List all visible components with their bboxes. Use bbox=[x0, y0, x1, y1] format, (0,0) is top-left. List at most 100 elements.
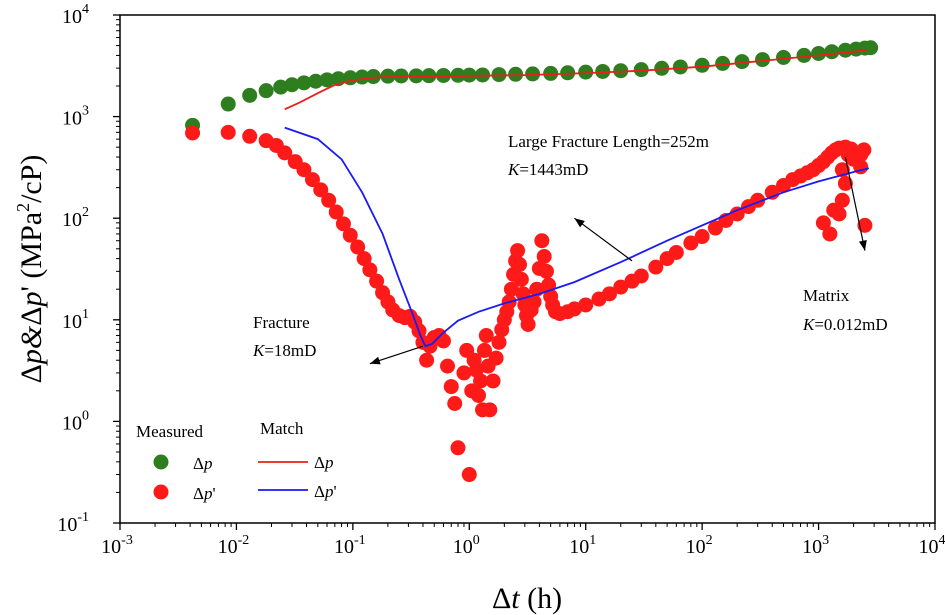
measured-dpp-point bbox=[534, 233, 550, 249]
measured-dpp-point bbox=[834, 192, 850, 208]
measured-dpp-point bbox=[513, 271, 529, 287]
y-axis-title: Δp&Δp' (MPa2/cP) bbox=[13, 155, 48, 384]
measured-dpp-point bbox=[313, 182, 329, 198]
measured-dpp-point bbox=[443, 379, 459, 395]
x-tick-label: 10-2 bbox=[218, 533, 250, 558]
measured-dpp-point bbox=[601, 286, 617, 302]
x-tick-label-base: 10 bbox=[334, 536, 354, 558]
measured-dpp-point bbox=[815, 215, 831, 231]
arrow-matrix-shaft bbox=[844, 156, 866, 251]
measured-dpp-point bbox=[510, 243, 526, 259]
measured-dp-point bbox=[284, 77, 300, 93]
arrow-large-fracture-shaft bbox=[574, 217, 633, 262]
measured-dp-point bbox=[525, 66, 541, 82]
measured-dpp-point bbox=[304, 172, 320, 188]
measured-dpp-point bbox=[482, 402, 498, 418]
measured-dpp-point bbox=[356, 251, 372, 267]
y-tick-label: 10-1 bbox=[57, 510, 89, 536]
measured-dpp-point bbox=[369, 273, 385, 289]
x-axis-title: Δt (h) bbox=[492, 582, 562, 615]
y-tick-label-base: 10 bbox=[62, 108, 82, 130]
legend-match-dp-label: Δp bbox=[314, 453, 333, 472]
measured-dp-point bbox=[258, 83, 274, 99]
legend: Measured Match Δp Δp' Δp Δp' bbox=[136, 419, 337, 503]
x-tick-label-exp: 4 bbox=[939, 533, 945, 548]
measured-dpp-point bbox=[461, 467, 477, 483]
arrow-matrix-head bbox=[858, 239, 867, 251]
y-tick-label: 102 bbox=[62, 205, 89, 231]
measured-dpp-point bbox=[633, 268, 649, 284]
measured-dpp-point bbox=[837, 175, 853, 191]
measured-dpp-point bbox=[242, 128, 258, 144]
arrow-fracture-head bbox=[369, 356, 381, 365]
legend-measured-dpp-label: Δp' bbox=[193, 484, 216, 503]
annotation-fracture: Fracture K=18mD bbox=[252, 313, 316, 360]
annotation-matrix: Matrix K=0.012mD bbox=[802, 286, 888, 334]
x-tick-label-base: 10 bbox=[218, 536, 238, 558]
y-tick-label-exp: 4 bbox=[82, 2, 89, 17]
measured-dp-point bbox=[354, 69, 370, 85]
annotation-matrix-line2: K=0.012mD bbox=[802, 315, 888, 334]
measured-dp-point bbox=[296, 75, 312, 91]
x-tick-label-exp: -1 bbox=[354, 533, 366, 548]
measured-dp-point bbox=[220, 96, 236, 112]
legend-measured-dpp-marker bbox=[153, 484, 169, 500]
measured-dp-point bbox=[365, 69, 381, 85]
measured-dpp-point bbox=[342, 227, 358, 243]
measured-dpp-point bbox=[471, 387, 487, 403]
x-tick-label: 100 bbox=[453, 533, 480, 558]
measured-dpp-point bbox=[185, 125, 201, 141]
annotation-matrix-line1: Matrix bbox=[803, 286, 850, 305]
y-tick-label-exp: 2 bbox=[82, 205, 89, 220]
measured-dpp-point bbox=[328, 204, 344, 220]
measured-dpp-point bbox=[694, 229, 710, 245]
measured-dpp-point bbox=[683, 235, 699, 251]
measured-dp-point bbox=[633, 62, 649, 78]
y-tick-label-base: 10 bbox=[62, 412, 82, 434]
measured-dpp-point bbox=[526, 294, 542, 310]
measured-dpp-point bbox=[488, 350, 504, 366]
measured-dpp-point bbox=[419, 352, 435, 368]
measured-dpp-point bbox=[473, 373, 489, 389]
measured-dpp-point bbox=[729, 206, 745, 222]
legend-match-header: Match bbox=[260, 419, 304, 438]
measured-dp-point bbox=[755, 52, 771, 68]
x-tick-label-base: 10 bbox=[101, 536, 121, 558]
plot-area bbox=[185, 40, 879, 483]
measured-dp-point bbox=[578, 64, 594, 80]
x-axis: 10-3 10-2 10-1 100 101 102 103 104 bbox=[101, 523, 945, 558]
y-tick-label: 104 bbox=[62, 2, 89, 28]
measured-dp-point bbox=[824, 44, 840, 60]
measured-dpp-point bbox=[856, 142, 872, 158]
measured-dpp-point bbox=[512, 257, 528, 273]
y-tick-label-base: 10 bbox=[62, 311, 82, 333]
measured-dpp-point bbox=[277, 145, 293, 161]
measured-dpp-point bbox=[822, 226, 838, 242]
measured-dpp-point bbox=[456, 365, 472, 381]
annotation-arrows bbox=[369, 156, 867, 365]
measured-dp-point bbox=[796, 47, 812, 63]
annotation-fracture-line1: Fracture bbox=[253, 313, 310, 332]
measured-dp-point bbox=[863, 40, 879, 56]
x-tick-label-base: 10 bbox=[802, 536, 822, 558]
measured-dpp-point bbox=[350, 239, 366, 255]
measured-dp-point bbox=[242, 87, 258, 103]
measured-dpp-point bbox=[491, 334, 507, 350]
measured-dpp-point bbox=[435, 333, 451, 349]
measured-dpp-point bbox=[613, 279, 629, 295]
measured-dp-point bbox=[319, 72, 335, 88]
x-tick-label-exp: -3 bbox=[121, 533, 133, 548]
x-tick-label: 103 bbox=[802, 533, 829, 558]
measured-dpp-point bbox=[566, 301, 582, 317]
legend-measured-header: Measured bbox=[136, 422, 204, 441]
x-tick-label-base: 10 bbox=[686, 536, 706, 558]
measured-dp-point bbox=[654, 60, 670, 76]
measured-dpp-point bbox=[485, 373, 501, 389]
x-tick-label: 10-3 bbox=[101, 533, 133, 558]
measured-dpp-point bbox=[668, 244, 684, 260]
x-tick-label: 101 bbox=[569, 533, 596, 558]
measured-dp-point bbox=[308, 73, 324, 89]
series-0 bbox=[185, 40, 879, 133]
measured-dpp-point bbox=[520, 316, 536, 332]
